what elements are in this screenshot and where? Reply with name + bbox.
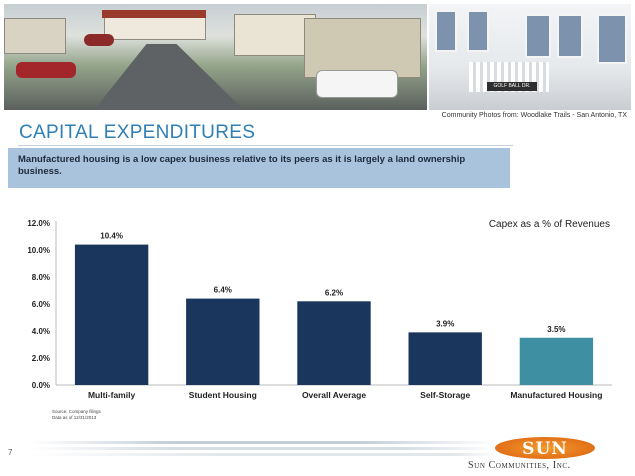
photo-credit: Community Photos from: Woodlake Trails -… (441, 112, 627, 119)
logo-text: SUN (522, 439, 568, 459)
footer-decoration (30, 441, 500, 461)
data-label: 6.2% (325, 288, 343, 297)
category-label: Multi-family (88, 390, 135, 400)
sun-logo: SUN (495, 437, 595, 459)
bar-student-housing (186, 298, 260, 385)
page-number: 7 (8, 448, 13, 457)
data-label: 10.4% (100, 232, 123, 241)
y-tick-label: 4.0% (32, 327, 50, 336)
source-text: Source: Company filings (52, 409, 101, 414)
category-label: Self-Storage (420, 390, 470, 400)
bar-multi-family (74, 244, 149, 385)
street-sign: GOLF BALL DR. (487, 82, 537, 91)
header-photo-strip: GOLF BALL DR. (4, 4, 631, 110)
bar-manufactured-housing (519, 337, 594, 385)
community-home-photo: GOLF BALL DR. (427, 4, 631, 110)
category-label: Manufactured Housing (510, 390, 602, 400)
chart-title: Capex as a % of Revenues (489, 219, 610, 230)
bar-overall-average (297, 301, 371, 385)
page-title: CAPITAL EXPENDITURES (19, 122, 256, 143)
company-name: Sun Communities, Inc. (468, 460, 571, 471)
title-divider (18, 145, 513, 146)
data-date-text: Data as of 12/31/2013 (52, 414, 97, 420)
capex-bar-chart: 0.0% 2.0% 4.0% 6.0% 8.0% 10.0% 12.0% Capex as a… (27, 219, 612, 400)
key-message-callout: Manufactured housing is a low capex busi… (8, 148, 510, 188)
y-tick-label: 12.0% (27, 219, 50, 228)
y-tick-label: 8.0% (32, 273, 50, 282)
category-label: Student Housing (189, 390, 257, 400)
y-tick-label: 10.0% (27, 246, 50, 255)
category-label: Overall Average (302, 390, 366, 400)
y-tick-label: 6.0% (32, 300, 50, 309)
data-label: 6.4% (214, 286, 232, 295)
data-label: 3.5% (547, 325, 565, 334)
y-tick-label: 2.0% (32, 354, 50, 363)
data-label: 3.9% (436, 319, 454, 328)
source-footnote: Source: Company filings Data as of 12/31… (52, 409, 101, 420)
bar-self-storage (408, 332, 482, 385)
y-tick-label: 0.0% (32, 381, 50, 390)
community-street-photo (4, 4, 427, 110)
